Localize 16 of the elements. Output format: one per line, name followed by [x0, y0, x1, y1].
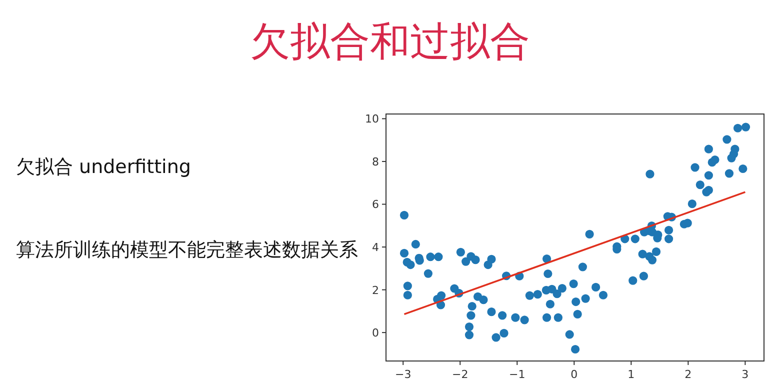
y-tick-label: 8 [372, 155, 379, 168]
title: 欠拟合和过拟合 [250, 19, 530, 65]
x-tick-label: −3 [394, 368, 412, 381]
text: 欠拟合 underfitting [16, 155, 192, 180]
y-tick-label: 0 [372, 326, 379, 340]
text: 算法所训练的模型不能完整表述数据关系 [16, 238, 359, 263]
x-tick-label: 0 [570, 368, 578, 381]
y-tick-label: 6 [372, 198, 379, 212]
y-tick-label: 2 [372, 284, 379, 297]
x-tick-label: −2 [452, 368, 468, 381]
y-tick-label: 10 [365, 112, 379, 126]
x-tick-label: 2 [684, 368, 692, 381]
x-tick-label: −1 [509, 368, 526, 381]
y-tick-label: 4 [372, 241, 379, 254]
x-tick-label: 3 [742, 368, 749, 381]
x-tick-label: 1 [628, 368, 635, 381]
